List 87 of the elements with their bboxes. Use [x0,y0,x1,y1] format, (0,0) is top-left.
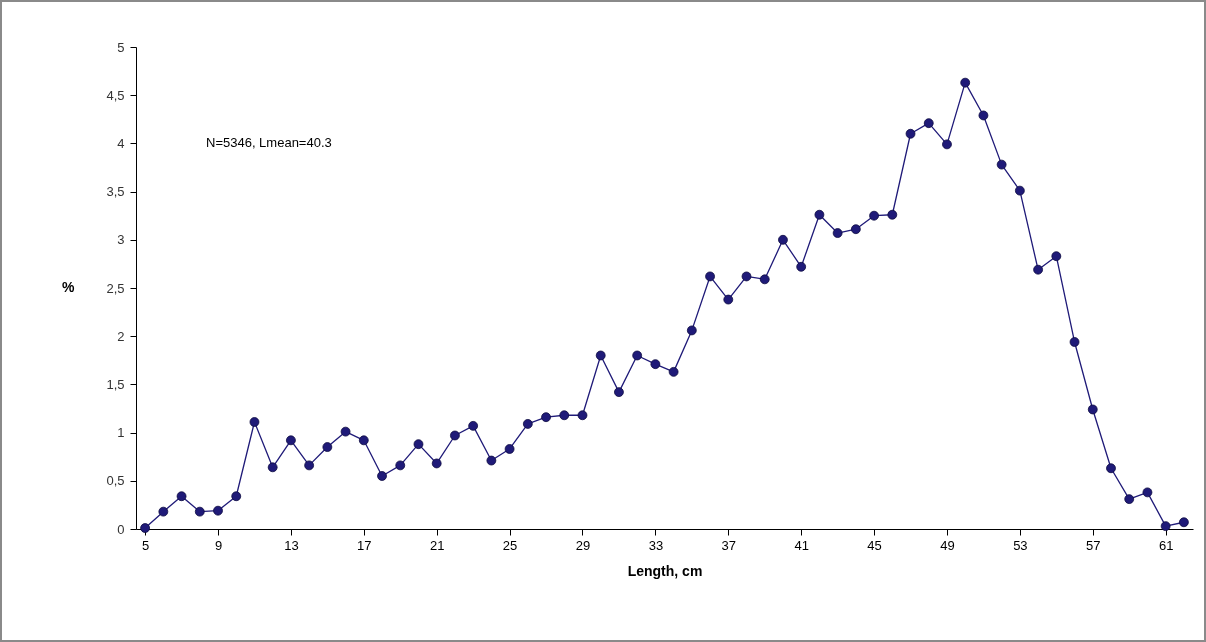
point [905,128,916,139]
x-tick-label: 37 [721,537,737,553]
point [814,209,825,220]
point [723,294,734,305]
x-axis-title: Length, cm [627,562,703,579]
x-tick-label: 45 [867,537,882,553]
point [632,350,643,361]
x-tick-label: 17 [357,537,372,553]
y-tick-label: 3,5 [106,184,125,200]
point [577,410,588,421]
point [650,359,661,370]
point [759,274,770,285]
point [140,523,150,533]
point [450,430,460,441]
point [486,455,497,466]
point [158,506,169,517]
point [322,442,333,452]
point [340,426,351,437]
point [559,410,570,421]
point [1179,517,1189,528]
x-tick-label: 13 [284,537,299,553]
point [176,491,187,502]
y-axis-title: % [62,278,76,295]
point [358,435,369,446]
point [231,491,242,502]
point [1033,264,1043,275]
point [1087,404,1098,415]
y-tick-label: 0,5 [106,473,125,489]
y-tick-label: 5 [117,39,125,55]
point [504,444,515,454]
point [1015,185,1025,196]
point [249,417,260,427]
y-tick-label: 4,5 [106,87,125,103]
point [705,271,715,282]
x-tick-label: 33 [648,537,664,553]
point [614,387,624,397]
x-tick-label: 53 [1013,537,1028,553]
point [668,367,679,377]
point [304,460,314,471]
point [413,439,424,450]
point [286,435,296,446]
point [778,234,788,245]
point [942,139,952,150]
point [1106,463,1116,474]
point [1142,487,1153,498]
point [1051,251,1062,262]
point [686,325,697,336]
point [1160,521,1171,531]
point [468,420,479,431]
point [595,350,606,361]
point [850,224,861,235]
point [267,462,278,473]
point [377,471,387,481]
point [996,159,1007,170]
y-tick-label: 2 [117,328,125,344]
y-tick-label: 3 [117,232,125,248]
x-tick-label: 41 [794,537,809,553]
y-tick-label: 1 [117,425,125,441]
x-tick-label: 49 [940,537,955,553]
x-tick-label: 9 [214,537,223,553]
point [832,228,843,238]
point [431,458,442,469]
point [978,110,989,121]
point [923,118,934,129]
point [869,210,879,221]
x-tick-label: 21 [429,537,445,553]
point [541,412,551,423]
point [1069,337,1080,347]
point [887,209,898,220]
point [395,460,406,471]
x-tick-label: 57 [1086,537,1101,553]
y-tick-label: 1,5 [106,376,125,392]
x-tick-label: 29 [575,537,591,553]
x-tick-label: 25 [502,537,518,553]
point [960,77,971,88]
point [796,261,807,272]
annotation: N=5346, Lmean=40.3 [206,135,332,150]
y-tick-label: 0 [117,521,125,537]
point [1124,494,1135,504]
point [522,419,533,429]
y-tick-label: 4 [117,135,125,151]
x-tick-label: 5 [141,537,150,553]
point [741,271,752,282]
point [213,505,223,516]
y-tick-label: 2,5 [106,280,125,296]
x-tick-label: 61 [1158,537,1174,553]
point [194,506,205,517]
